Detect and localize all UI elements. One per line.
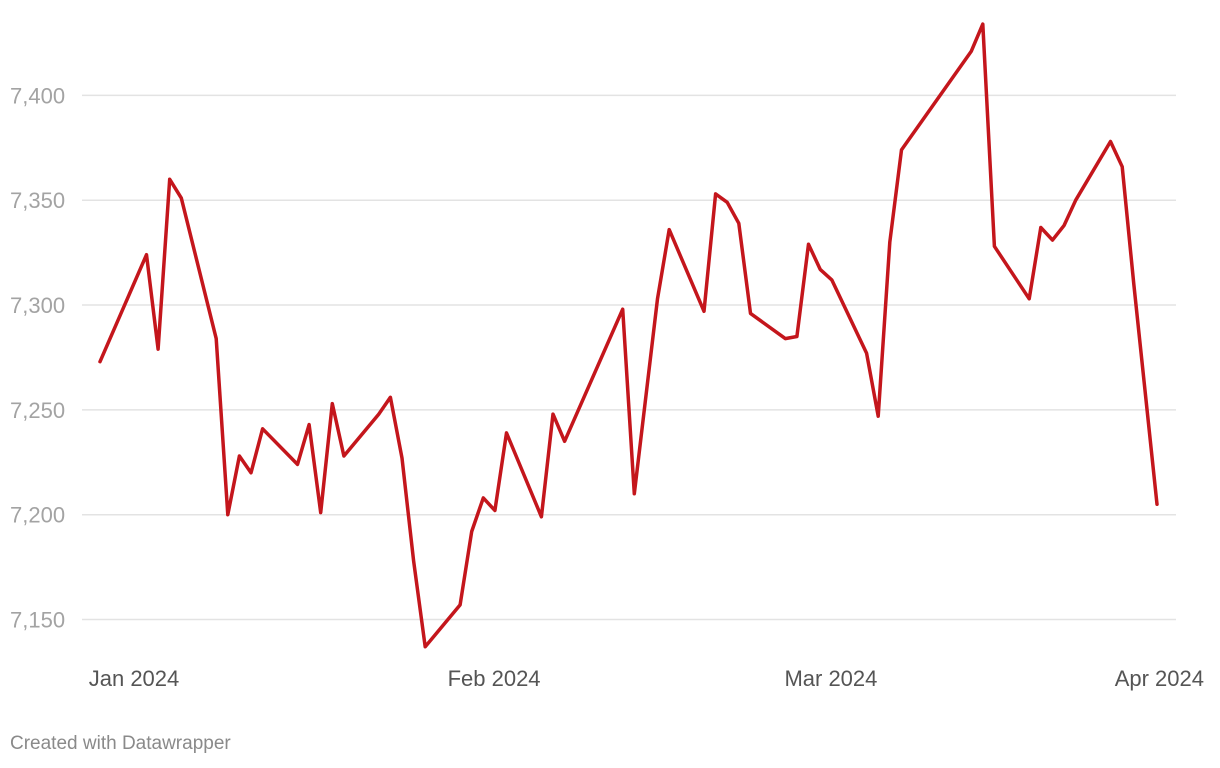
y-axis-tick-labels: 7,150 7,200 7,250 7,300 7,350 7,400 <box>10 83 65 632</box>
chart-credit: Created with Datawrapper <box>10 733 231 754</box>
x-tick-label: Apr 2024 <box>1115 666 1204 691</box>
gridlines <box>82 94 1176 621</box>
y-tick-label: 7,200 <box>10 503 65 528</box>
series-line <box>98 22 1159 649</box>
y-tick-label: 7,350 <box>10 188 65 213</box>
series-line-group <box>98 22 1159 649</box>
x-tick-label: Feb 2024 <box>448 666 541 691</box>
y-tick-label: 7,300 <box>10 293 65 318</box>
y-tick-label: 7,250 <box>10 398 65 423</box>
x-tick-label: Mar 2024 <box>784 666 877 691</box>
y-tick-label: 7,400 <box>10 83 65 108</box>
x-tick-label: Jan 2024 <box>89 666 180 691</box>
x-axis-tick-labels: Jan 2024 Feb 2024 Mar 2024 Apr 2024 <box>89 666 1204 691</box>
y-tick-label: 7,150 <box>10 608 65 633</box>
